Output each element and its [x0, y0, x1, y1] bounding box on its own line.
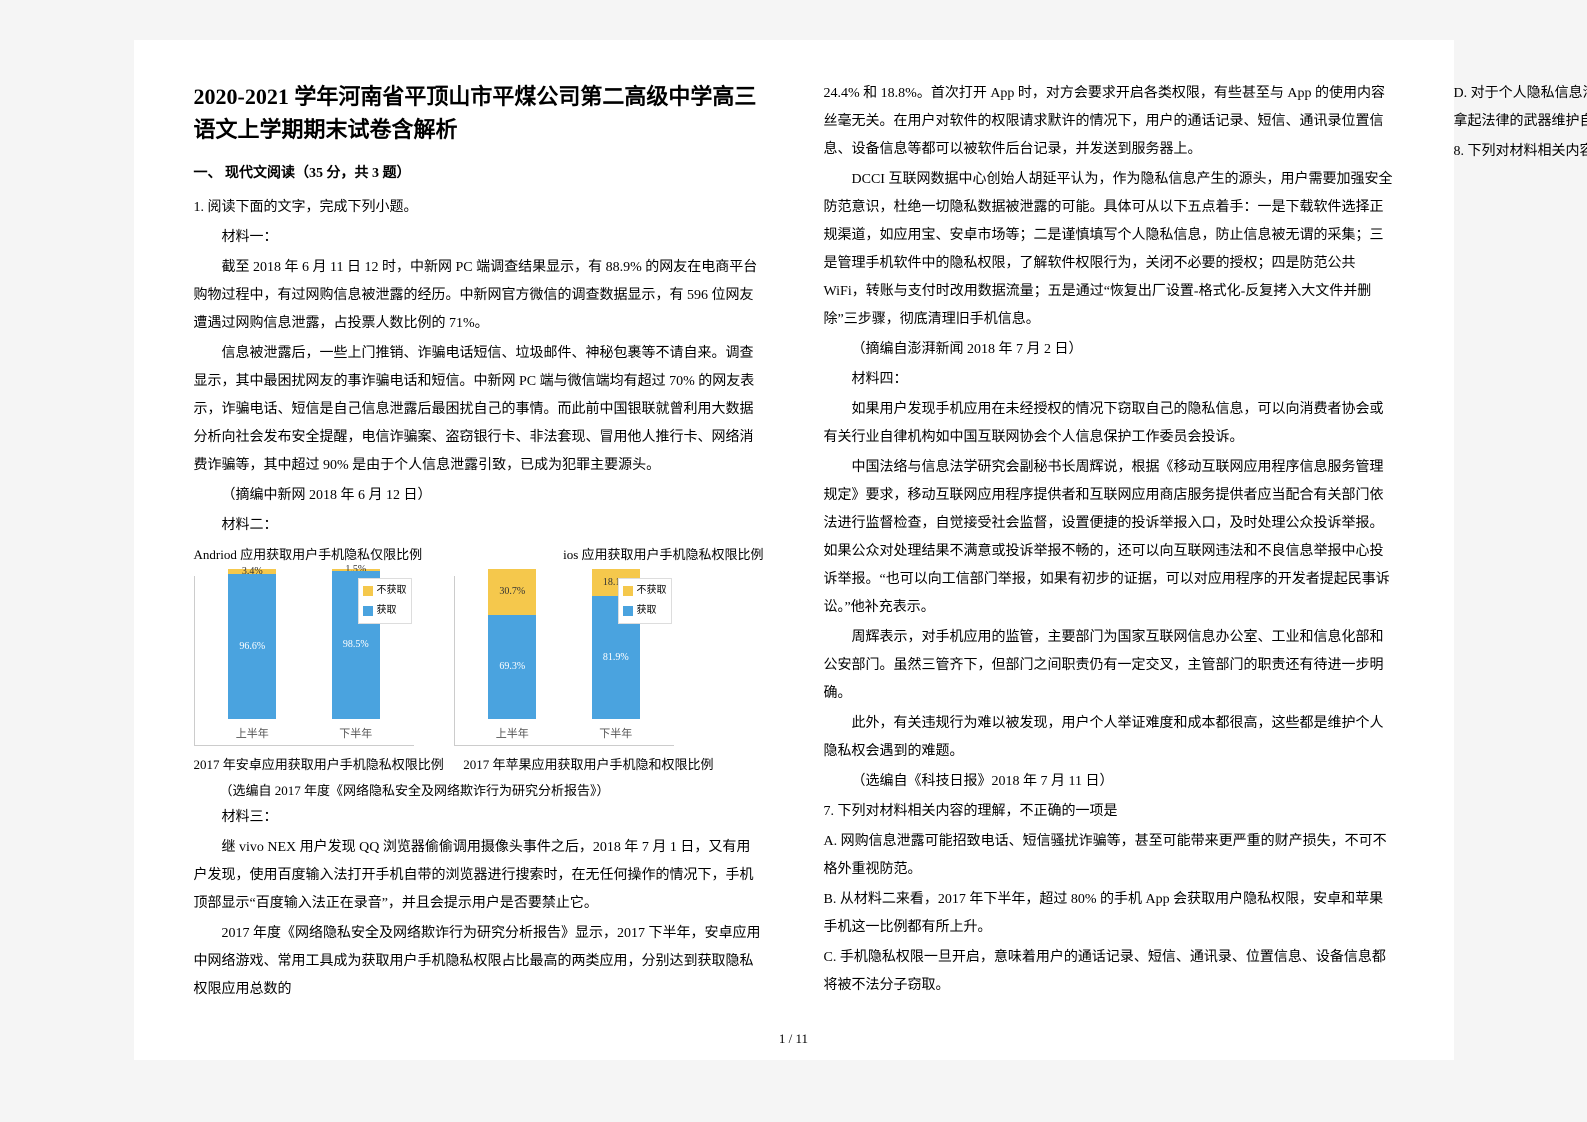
charts-container: 不获取 获取 96.6%3.4%上半年98.5%1.5%下半年 不获取 获取 6… — [194, 576, 764, 746]
document-title: 2020-2021 学年河南省平顶山市平煤公司第二高级中学高三语文上学期期末试卷… — [194, 80, 764, 146]
legend-no: 不获取 — [377, 581, 407, 601]
bar-segment-yes: 96.6% — [228, 574, 276, 719]
material-3-p4: DCCI 互联网数据中心创始人胡延平认为，作为隐私信息产生的源头，用户需要加强安… — [824, 166, 1394, 334]
material-4-source: （选编自《科技日报》2018 年 7 月 11 日） — [824, 768, 1394, 796]
legend-yes: 获取 — [377, 601, 397, 621]
question-8: 8. 下列对材料相关内容的概括和分析，不正确的一项是 — [1454, 138, 1587, 166]
section-heading: 一、 现代文阅读（35 分，共 3 题） — [194, 160, 764, 188]
material-4-p1: 如果用户发现手机应用在未经授权的情况下窃取自己的隐私信息，可以向消费者协会或有关… — [824, 396, 1394, 452]
material-4-p4: 此外，有关违规行为难以被发现，用户个人举证难度和成本都很高，这些都是维护个人隐私… — [824, 710, 1394, 766]
android-caption: 2017 年安卓应用获取用户手机隐私权限比例 — [194, 752, 444, 778]
ios-chart: 不获取 获取 69.3%30.7%上半年81.9%18.1%下半年 — [454, 576, 674, 746]
material-1-p2: 信息被泄露后，一些上门推销、诈骗电话短信、垃圾邮件、神秘包裹等不请自来。调查显示… — [194, 340, 764, 480]
material-4-p2: 中国法络与信息法学研究会副秘书长周辉说，根据《移动互联网应用程序信息服务管理规定… — [824, 454, 1394, 622]
page-number: 1 / 11 — [779, 1026, 808, 1052]
chart-titles: Andriod 应用获取用户手机隐私仅限比例 ios 应用获取用户手机隐私权限比… — [194, 542, 764, 568]
material-1-source: （摘编中新网 2018 年 6 月 12 日） — [194, 482, 764, 510]
ios-legend: 不获取 获取 — [618, 578, 672, 624]
bar-group: 69.3%30.7% 上半年 — [482, 569, 542, 745]
ios-chart-title: ios 应用获取用户手机隐私权限比例 — [563, 542, 763, 568]
material-3-p2: 2017 年度《网络隐私安全及网络欺诈行为研究分析报告》显示，2017 下半年，… — [194, 920, 764, 1004]
bar-x-label: 上半年 — [496, 723, 529, 745]
legend-no: 不获取 — [637, 581, 667, 601]
q7-option-a: A. 网购信息泄露可能招致电话、短信骚扰诈骗等，甚至可能带来更严重的财产损失，不… — [824, 828, 1394, 884]
material-3-p3: 24.4% 和 18.8%。首次打开 App 时，对方会要求开启各类权限，有些甚… — [824, 80, 1394, 164]
bar-group: 96.6%3.4%上半年 — [222, 569, 282, 745]
question-1: 1. 阅读下面的文字，完成下列小题。 — [194, 194, 764, 222]
q7-option-c: C. 手机隐私权限一旦开启，意味着用户的通话记录、短信、通讯录、位置信息、设备信… — [824, 944, 1394, 1000]
material-2-label: 材料二： — [194, 512, 764, 540]
material-4-label: 材料四： — [824, 366, 1394, 394]
material-2-source: （选编自 2017 年度《网络隐私安全及网络欺诈行为研究分析报告》） — [194, 778, 764, 804]
chart-captions: 2017 年安卓应用获取用户手机隐私权限比例 2017 年苹果应用获取用户手机隐… — [194, 752, 714, 778]
android-chart: 不获取 获取 96.6%3.4%上半年98.5%1.5%下半年 — [194, 576, 414, 746]
android-legend: 不获取 获取 — [358, 578, 412, 624]
question-7: 7. 下列对材料相关内容的理解，不正确的一项是 — [824, 798, 1394, 826]
material-3-p1: 继 vivo NEX 用户发现 QQ 浏览器偷偷调用摄像头事件之后，2018 年… — [194, 834, 764, 918]
bar-x-label: 下半年 — [599, 723, 632, 745]
bar-x-label: 上半年 — [236, 723, 269, 745]
bar-x-label: 下半年 — [339, 723, 372, 745]
q7-option-b: B. 从材料二来看，2017 年下半年，超过 80% 的手机 App 会获取用户… — [824, 886, 1394, 942]
android-chart-title: Andriod 应用获取用户手机隐私仅限比例 — [194, 542, 423, 568]
document-page: 2020-2021 学年河南省平顶山市平煤公司第二高级中学高三语文上学期期末试卷… — [134, 40, 1454, 1060]
material-3-source: （摘编自澎湃新闻 2018 年 7 月 2 日） — [824, 336, 1394, 364]
material-1-p1: 截至 2018 年 6 月 11 日 12 时，中新网 PC 端调查结果显示，有… — [194, 254, 764, 338]
bar-segment-yes: 69.3% — [488, 615, 536, 719]
material-1-label: 材料一： — [194, 224, 764, 252]
q7-option-d: D. 对于个人隐私信息泄露的问题，我们一方面要做好防范，另一方面也要有维权意识，… — [1454, 80, 1587, 136]
ios-caption: 2017 年苹果应用获取用户手机隐和权限比例 — [463, 752, 713, 778]
legend-yes: 获取 — [637, 601, 657, 621]
bar-segment-no: 30.7% — [488, 569, 536, 615]
material-3-label: 材料三： — [194, 804, 764, 832]
material-4-p3: 周辉表示，对手机应用的监管，主要部门为国家互联网信息办公室、工业和信息化部和公安… — [824, 624, 1394, 708]
